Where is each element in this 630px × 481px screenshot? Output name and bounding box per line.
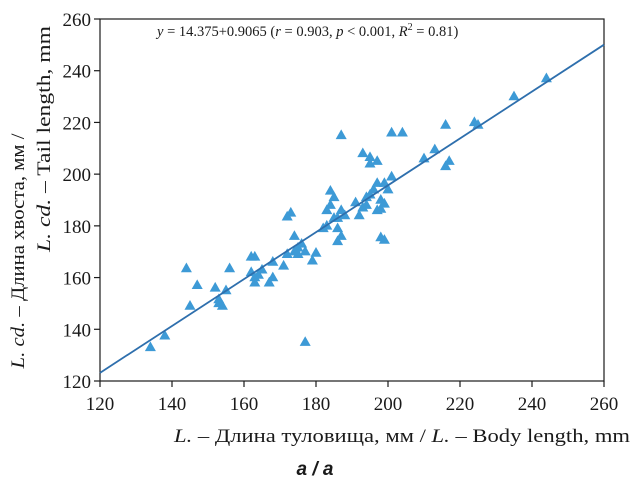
x-tick-label: 240: [518, 394, 547, 415]
data-point: [429, 143, 441, 154]
data-point: [332, 222, 344, 233]
data-point: [440, 160, 452, 171]
data-point: [249, 276, 261, 287]
data-point: [382, 183, 394, 194]
data-point: [267, 271, 279, 282]
plot-frame: [99, 18, 605, 382]
x-tick-label: 160: [230, 394, 259, 415]
regression-equation: y = 14.375+0.9065 (r = 0.903, p < 0.001,…: [155, 22, 458, 40]
y-tick-label: 260: [63, 10, 92, 31]
data-point: [378, 197, 390, 208]
data-point: [299, 336, 311, 346]
x-tick-label: 140: [158, 394, 187, 415]
data-point: [386, 126, 398, 137]
x-tick-label: 260: [590, 394, 619, 415]
panel-label: a / a: [297, 459, 334, 480]
data-point: [371, 177, 383, 187]
data-point: [191, 279, 203, 290]
data-point: [184, 300, 196, 310]
data-point: [353, 209, 365, 220]
data-point: [281, 248, 293, 259]
data-point: [292, 248, 304, 259]
data-point: [378, 177, 390, 187]
y-tick-label: 120: [63, 372, 92, 393]
data-point: [144, 341, 156, 352]
data-point: [324, 184, 336, 195]
data-point: [357, 147, 369, 158]
data-point: [310, 247, 322, 257]
data-point: [332, 235, 344, 246]
data-point: [335, 230, 347, 240]
y-axis-title-line1: L. cd. – Длина хвоста, мм /: [8, 133, 29, 370]
data-point: [285, 206, 297, 217]
data-point: [364, 151, 376, 162]
x-axis: 120 140 160 180 200 220 240 260: [86, 381, 619, 415]
data-point: [180, 262, 192, 273]
x-tick-label: 180: [302, 394, 331, 415]
x-axis-title: L. – Длина туловища, мм / L. – Body leng…: [173, 426, 630, 447]
data-point: [508, 90, 520, 101]
data-point: [335, 129, 347, 140]
data-points: [144, 72, 552, 352]
data-point: [443, 155, 455, 165]
y-axis: 120 140 160 180 200 220 240 260: [63, 10, 100, 393]
data-point: [440, 119, 452, 129]
data-point: [324, 199, 336, 209]
data-point: [159, 329, 171, 340]
y-tick-label: 200: [63, 165, 92, 186]
regression-line: [99, 43, 605, 374]
data-point: [360, 199, 372, 209]
data-point: [299, 245, 311, 256]
data-point: [252, 268, 264, 279]
y-tick-label: 240: [63, 62, 92, 83]
data-point: [368, 183, 380, 194]
data-point: [396, 126, 408, 137]
y-tick-label: 220: [63, 113, 92, 134]
x-tick-label: 220: [446, 394, 475, 415]
x-tick-label: 200: [374, 394, 403, 415]
data-point: [328, 191, 340, 202]
y-axis-title-line2: L. cd. – Tail length, mm: [34, 26, 55, 254]
data-point: [375, 203, 387, 213]
data-point: [378, 234, 390, 244]
data-point: [472, 119, 484, 129]
data-point: [263, 276, 275, 287]
data-point: [249, 250, 261, 261]
data-point: [321, 204, 333, 215]
data-point: [296, 237, 308, 248]
x-tick-label: 120: [86, 394, 115, 415]
data-point: [224, 262, 236, 273]
data-point: [306, 254, 318, 265]
data-point: [371, 155, 383, 165]
data-point: [278, 259, 290, 270]
data-point: [256, 263, 268, 274]
data-point: [288, 230, 300, 240]
data-point: [364, 157, 376, 168]
y-tick-label: 140: [63, 320, 92, 341]
data-point: [386, 170, 398, 181]
data-point: [209, 281, 221, 292]
y-tick-label: 180: [63, 217, 92, 238]
y-tick-label: 160: [63, 269, 92, 290]
data-point: [216, 300, 228, 310]
plot-area: [99, 18, 605, 382]
